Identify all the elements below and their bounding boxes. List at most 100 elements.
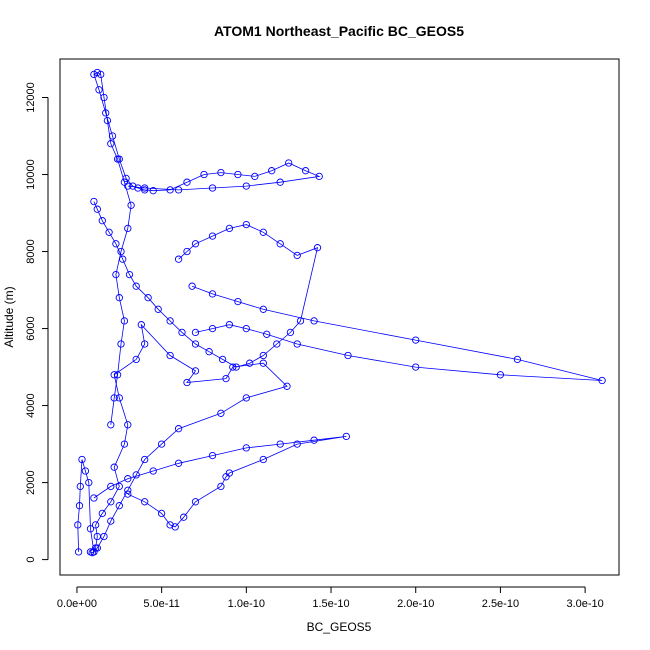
data-point [102,109,110,117]
data-point [225,224,234,233]
series-line-2 [93,72,321,425]
data-point [513,355,522,364]
data-point [598,376,606,385]
data-point [315,172,323,181]
data-point [293,440,301,448]
data-point [124,490,132,498]
data-point [259,305,267,313]
x-tick-label: 3.0e-10 [566,598,603,610]
data-point [166,317,174,325]
data-point [234,170,242,179]
data-point [259,228,267,236]
data-point [90,197,98,206]
y-tick-label: 10000 [25,159,37,190]
data-point [144,294,152,302]
data-point [496,371,505,379]
data-point [75,502,84,510]
data-point [107,482,115,491]
data-point [259,359,267,367]
data-point [183,178,191,186]
data-point [124,182,132,190]
data-point [242,394,250,402]
data-point [208,290,217,298]
data-point [180,513,188,521]
data-point [242,182,250,190]
data-point [95,86,103,94]
data-point [100,532,108,541]
data-point [276,240,284,248]
data-point [208,232,217,240]
data-point [90,70,98,79]
data-point [251,172,259,181]
data-point [122,174,130,183]
data-point [412,336,420,344]
data-point [259,351,267,360]
data-point [115,155,123,163]
data-point [217,409,225,417]
data-point [74,548,83,556]
data-point [174,255,183,263]
data-point [108,132,117,140]
data-point [205,348,213,356]
x-tick-label: 5.0e-11 [143,598,180,610]
data-point [232,363,240,371]
data-point [218,355,227,364]
data-point [285,159,293,167]
data-point [132,282,140,290]
data-point [127,201,135,209]
data-point [268,167,276,175]
data-point [208,324,217,333]
data-point [86,548,95,556]
data-point [141,498,149,506]
data-point [107,140,115,148]
data-point [149,187,157,195]
data-point [74,521,82,529]
data-point [166,351,174,360]
data-point [183,378,191,387]
data-point [283,382,291,390]
y-tick-label: 2000 [25,470,37,494]
series-line-5 [93,436,347,528]
y-tick-label: 4000 [25,393,37,417]
x-tick-label: 2.5e-10 [482,598,519,610]
data-point [141,455,149,464]
y-tick-label: 12000 [25,82,37,113]
data-point [124,486,132,494]
data-point [107,517,115,525]
data-point [132,355,140,364]
x-axis: 0.0e+00 5.0e-11 1.0e-10 1.5e-10 2.0e-10 2.5e-… [57,586,604,610]
x-tick-label: 2.0e-10 [397,598,434,610]
data-point [344,351,352,360]
data-point [78,455,86,464]
data-point [191,328,200,337]
series-line-3 [93,201,319,368]
data-point [98,217,106,225]
data-point [157,440,166,448]
data-point [166,186,174,194]
data-point [81,467,90,475]
data-point [112,240,120,248]
data-point [191,240,200,248]
data-point [222,473,230,481]
data-point [310,317,318,325]
data-point [310,436,318,444]
plot-frame [59,58,620,576]
data-point [115,482,123,491]
data-point [225,321,234,329]
data-point [273,340,281,348]
y-tick-label: 0 [25,557,37,563]
data-point [293,251,301,260]
data-point [200,170,208,179]
data-point [276,178,284,186]
x-tick-label: 1.0e-10 [228,598,265,610]
data-point [293,340,301,348]
x-axis-label: BC_GEOS5 [307,620,372,634]
data-point [115,502,123,510]
data-point [191,367,200,375]
data-point [85,478,93,487]
data-point [103,116,112,125]
data-point [149,467,157,475]
data-point [286,328,295,337]
data-point [157,509,166,518]
